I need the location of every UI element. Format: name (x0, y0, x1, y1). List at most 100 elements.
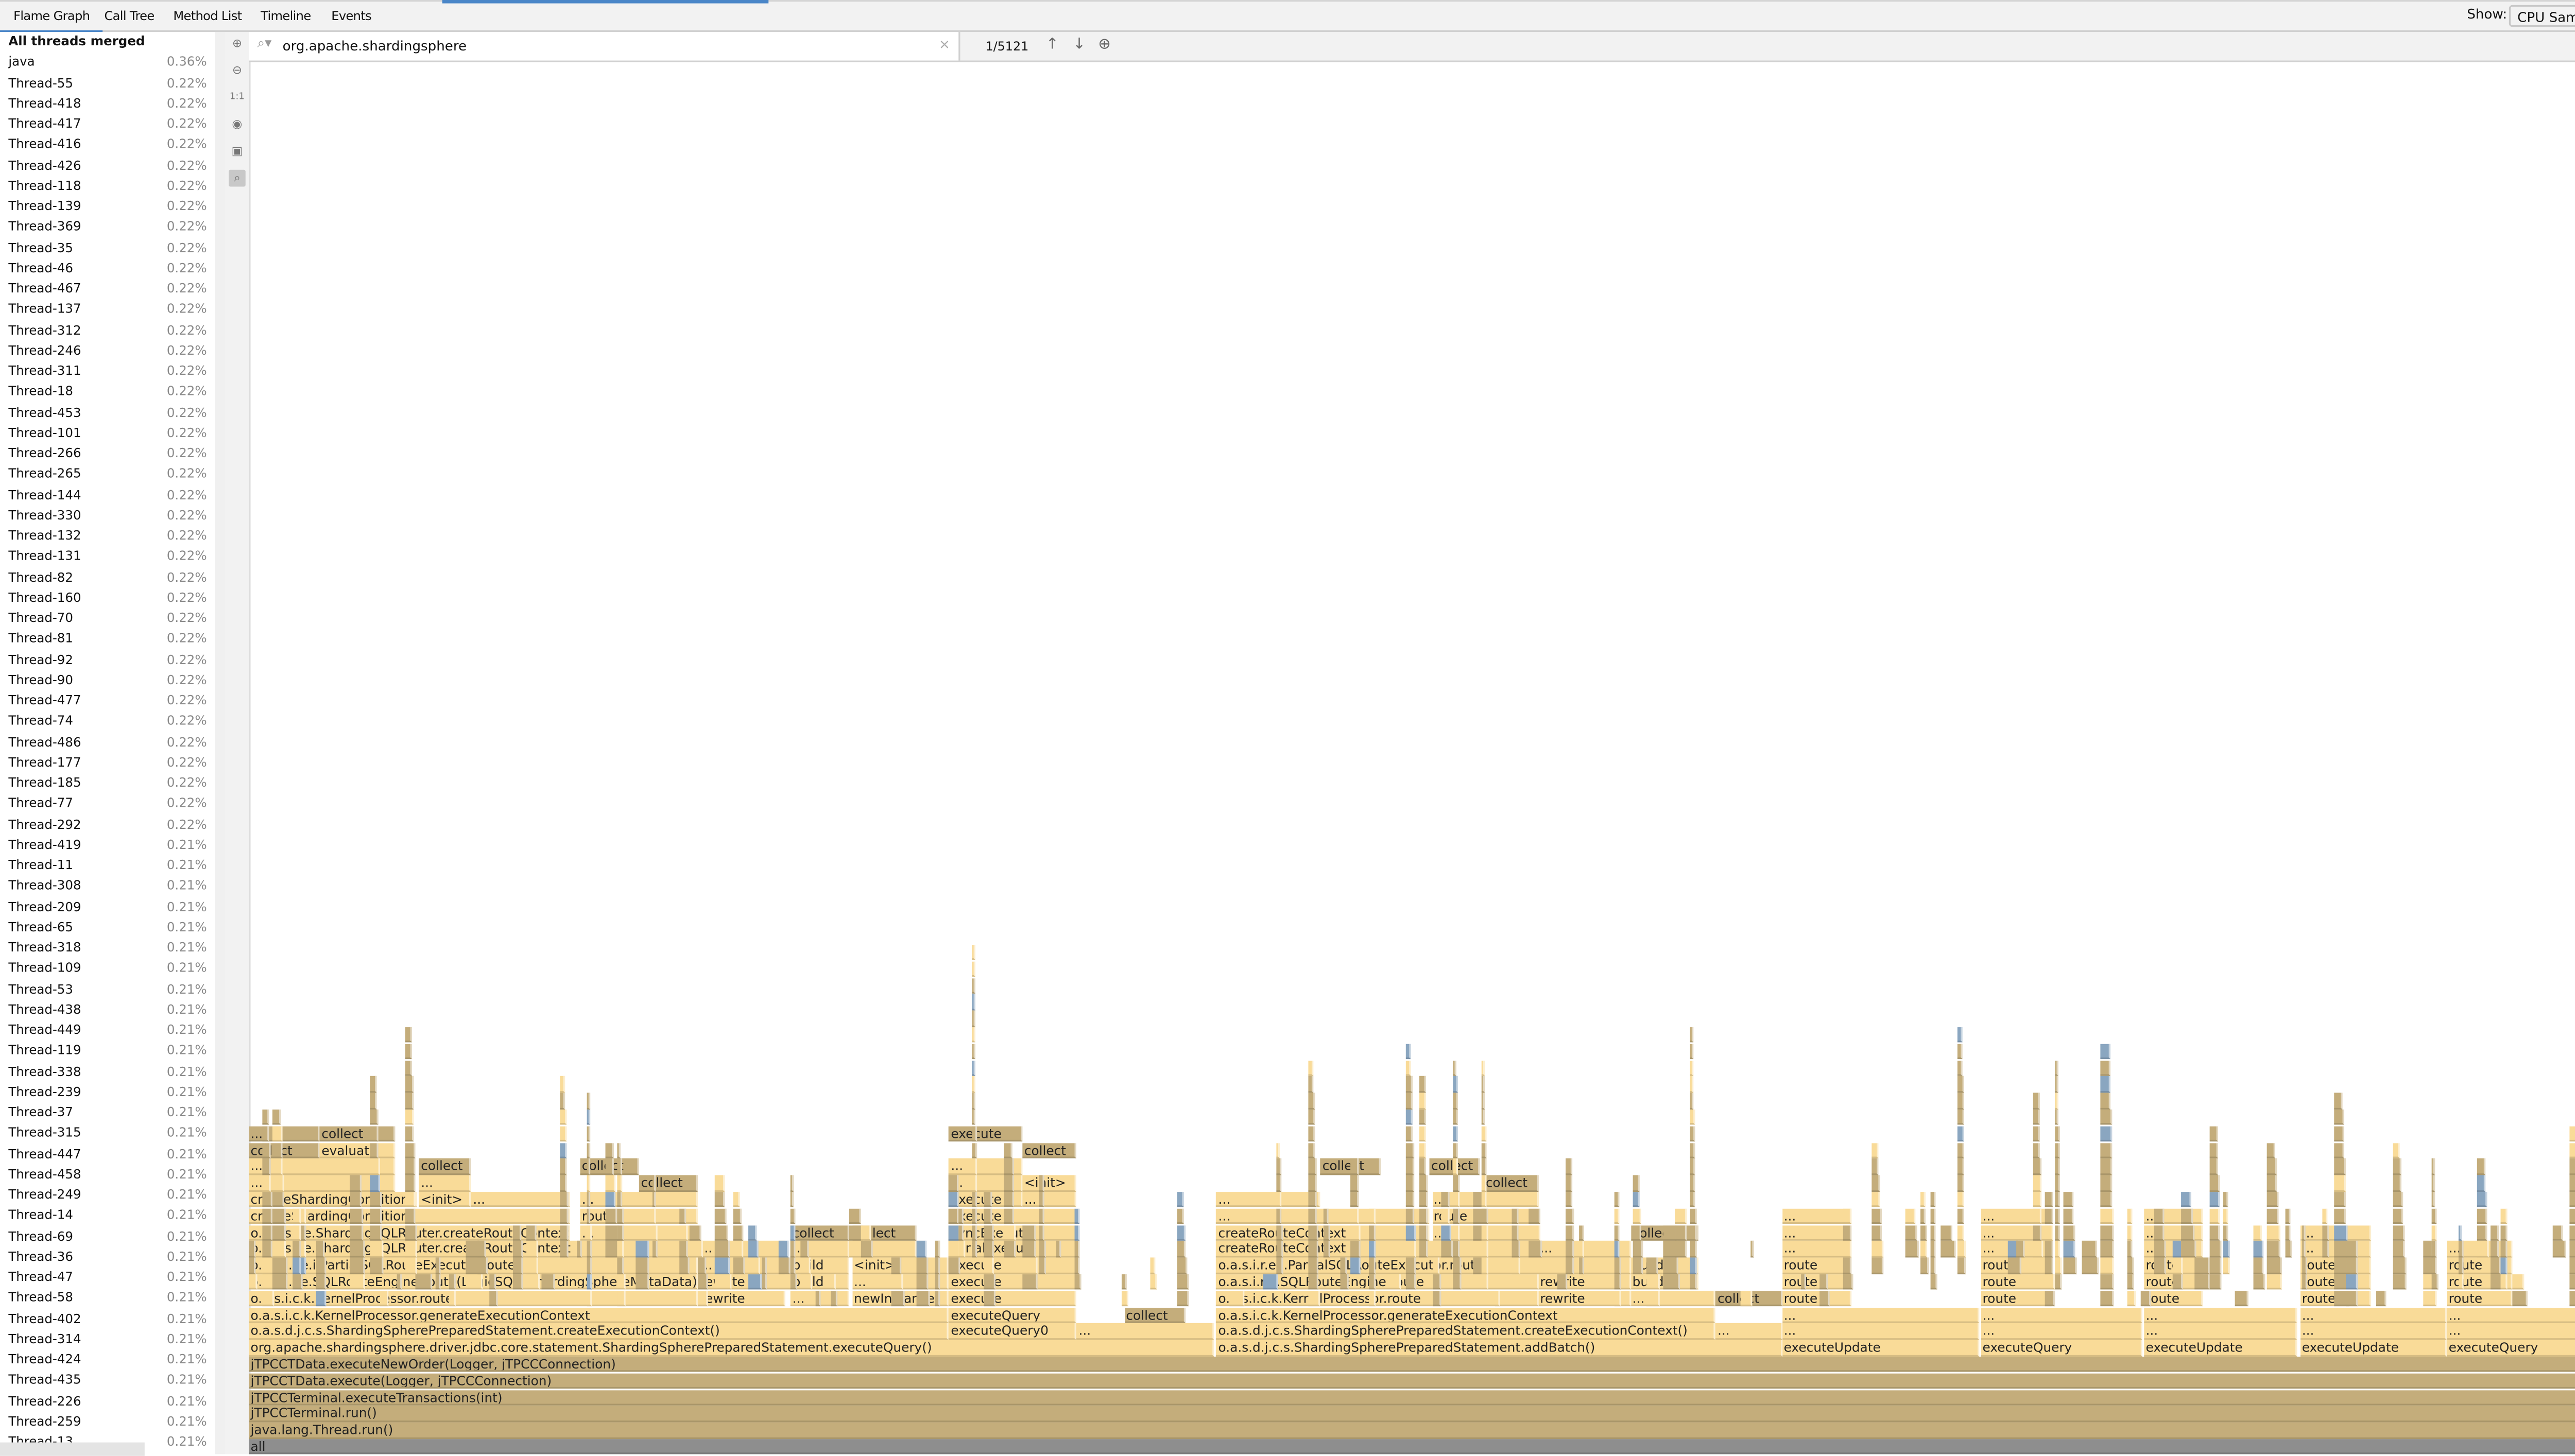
flame-frame[interactable]: o.a.s.d.j.c.s.ShardingSpherePreparedStat… (249, 1324, 950, 1340)
flame-frame[interactable] (715, 1258, 731, 1274)
flame-frame[interactable] (789, 1225, 795, 1241)
flame-frame[interactable] (679, 1241, 689, 1257)
flame-frame[interactable]: java.lang.Thread.run() (249, 1423, 2575, 1438)
flame-frame[interactable] (1956, 1077, 1964, 1093)
flame-frame[interactable] (2501, 1208, 2508, 1224)
flame-frame[interactable] (1566, 1159, 1573, 1175)
flame-frame[interactable] (586, 1258, 592, 1274)
flame-frame[interactable] (2302, 1225, 2306, 1241)
flame-frame[interactable] (350, 1225, 364, 1241)
flame-frame[interactable] (2210, 1241, 2221, 1257)
flame-frame[interactable] (2501, 1241, 2508, 1257)
thread-list-item[interactable]: Thread-118 0.22% (8, 176, 210, 197)
flame-frame[interactable] (2100, 1077, 2111, 1093)
flame-frame[interactable] (2570, 1192, 2575, 1208)
thread-list-item[interactable]: Thread-447 0.21% (8, 1144, 210, 1165)
flame-frame[interactable] (350, 1241, 364, 1257)
flame-frame[interactable] (2045, 1274, 2055, 1290)
thread-list-item[interactable]: Thread-185 0.22% (8, 773, 210, 794)
flame-frame[interactable] (2055, 1110, 2059, 1125)
flame-frame[interactable] (2155, 1258, 2166, 1274)
flame-frame[interactable] (1633, 1225, 1642, 1241)
flame-frame[interactable] (2033, 1208, 2042, 1224)
thread-list-item[interactable]: Thread-315 0.21% (8, 1123, 210, 1144)
flame-frame[interactable] (1872, 1208, 1882, 1224)
flame-frame[interactable] (1513, 1225, 1519, 1241)
flame-frame[interactable] (636, 1274, 650, 1290)
flame-frame[interactable] (2223, 1258, 2230, 1274)
flame-frame[interactable] (2458, 1241, 2463, 1257)
flame-frame[interactable] (1452, 1208, 1460, 1224)
flame-frame[interactable] (733, 1225, 743, 1241)
flame-frame[interactable]: executeQuery (1981, 1340, 2142, 1356)
thread-list-item[interactable]: Thread-486 0.22% (8, 732, 210, 753)
thread-list-item[interactable]: Thread-47 0.21% (8, 1268, 210, 1288)
thread-list-item[interactable]: Thread-312 0.22% (8, 320, 210, 341)
flame-frame[interactable] (1004, 1208, 1015, 1224)
thread-list-item[interactable]: Thread-74 0.22% (8, 712, 210, 732)
flame-frame[interactable] (1872, 1175, 1880, 1191)
flame-frame[interactable] (850, 1208, 861, 1224)
camera-icon[interactable]: ▣ (231, 144, 243, 158)
flame-frame[interactable] (1022, 1225, 1036, 1241)
flame-frame[interactable] (2393, 1142, 2400, 1158)
flame-frame[interactable] (715, 1208, 727, 1224)
flame-frame[interactable]: o.a.s.i.c.k.KernelProcessor.generateExec… (249, 1307, 950, 1323)
flame-frame[interactable] (1308, 1126, 1315, 1142)
flame-frame[interactable] (1615, 1192, 1619, 1208)
flame-frame[interactable] (2570, 1241, 2575, 1257)
flame-frame[interactable]: <init> (1022, 1175, 1077, 1191)
flame-frame[interactable] (1276, 1241, 1283, 1257)
flame-frame[interactable] (1843, 1274, 1852, 1290)
flame-frame[interactable]: jTPCCTData.execute(Logger, jTPCCConnecti… (249, 1373, 2575, 1389)
flame-frame[interactable] (560, 1241, 569, 1257)
flame-frame[interactable] (779, 1241, 788, 1257)
flame-frame[interactable] (1276, 1208, 1282, 1224)
flame-frame[interactable] (2431, 1258, 2438, 1274)
flame-frame[interactable] (1452, 1077, 1457, 1093)
flame-frame[interactable] (1056, 1241, 1062, 1257)
flame-frame[interactable] (935, 1274, 940, 1290)
flame-frame[interactable] (1566, 1258, 1574, 1274)
flame-frame[interactable] (2033, 1225, 2042, 1241)
thread-list-item[interactable]: Thread-249 0.21% (8, 1185, 210, 1206)
thread-list-item[interactable]: Thread-477 0.22% (8, 691, 210, 712)
flame-frame[interactable] (1419, 1142, 1427, 1158)
flame-frame[interactable] (1690, 1208, 1696, 1224)
flame-frame[interactable] (1615, 1225, 1620, 1241)
flame-frame[interactable] (861, 1225, 870, 1241)
flame-frame[interactable] (1956, 1208, 1965, 1224)
search-icon[interactable]: ⌕ (229, 169, 246, 187)
flame-frame[interactable]: o.a.s.i.c.k.KernelProcessor.route (1216, 1291, 1539, 1307)
flame-frame[interactable] (2082, 1258, 2098, 1274)
flame-frame[interactable] (972, 1192, 977, 1208)
flame-frame[interactable] (2267, 1258, 2281, 1274)
flame-frame[interactable] (2552, 1225, 2564, 1241)
flame-frame[interactable] (984, 1241, 994, 1257)
flame-frame[interactable] (2512, 1274, 2524, 1290)
flame-frame[interactable] (972, 1060, 976, 1076)
thread-list-item[interactable]: Thread-14 0.21% (8, 1206, 210, 1226)
flame-frame[interactable]: ... (2447, 1324, 2575, 1340)
flame-frame[interactable] (316, 1291, 327, 1307)
thread-list-item[interactable]: Thread-209 0.21% (8, 897, 210, 917)
flame-frame[interactable] (449, 1291, 456, 1307)
tab-flame-graph[interactable]: Flame Graph (0, 8, 105, 33)
flame-frame[interactable]: execute (949, 1258, 1077, 1274)
flame-frame[interactable] (586, 1291, 593, 1307)
actual-size-icon[interactable]: 1:1 (229, 92, 245, 103)
flame-frame[interactable] (2100, 1142, 2112, 1158)
flame-frame[interactable] (1406, 1126, 1413, 1142)
thread-list-item[interactable]: Thread-330 0.22% (8, 506, 210, 526)
flame-frame[interactable] (1452, 1258, 1461, 1274)
flame-frame[interactable] (715, 1225, 728, 1241)
flame-frame[interactable] (1308, 1291, 1319, 1307)
flame-frame[interactable] (1074, 1258, 1080, 1274)
flame-frame[interactable] (263, 1208, 272, 1224)
flame-frame[interactable] (560, 1208, 569, 1224)
flame-frame[interactable] (1419, 1192, 1428, 1208)
flame-frame[interactable] (1690, 1060, 1694, 1076)
flame-frame[interactable] (1931, 1192, 1936, 1208)
flame-frame[interactable] (1741, 1291, 1753, 1307)
flame-frame[interactable] (891, 1258, 901, 1274)
